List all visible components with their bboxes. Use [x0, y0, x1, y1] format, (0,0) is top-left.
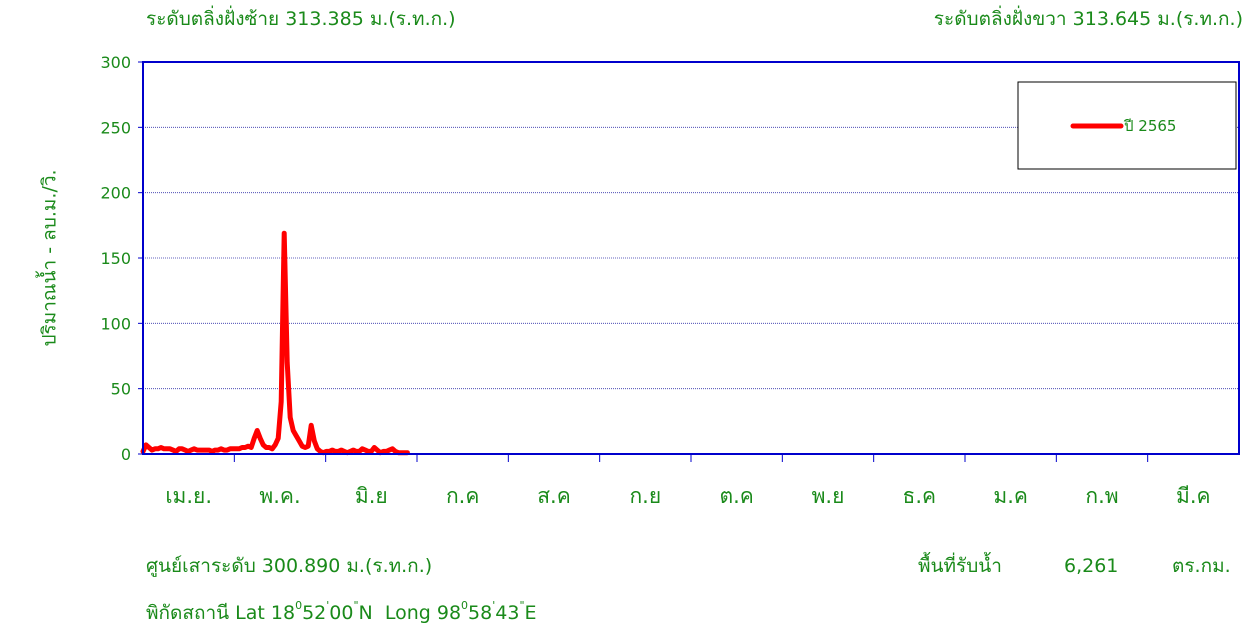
legend-label: ปี 2565: [1123, 117, 1176, 135]
x-axis-ticks: เม.ย. พ.ค. มิ.ย ก.ค ส.ค ก.ย ต.ค พ.ย ธ.ค ม.ค ก.พ มี.…: [165, 454, 1211, 508]
x-tick-label: ส.ค: [537, 484, 571, 508]
coord-lat-sec: 00: [329, 602, 354, 624]
coord-lat-deg: 0: [295, 599, 303, 612]
coord-long-sec: 43: [495, 602, 520, 624]
y-tick-label: 150: [100, 249, 131, 268]
y-axis-ticks: 0 50 100 150 200 250 300: [100, 53, 143, 464]
coord-long-min-mark: ': [492, 599, 496, 612]
y-axis-label: ปริมาณน้ำ - ลบ.ม./วิ.: [36, 169, 61, 346]
coord-long-dir: E: [524, 602, 537, 624]
y-tick-label: 0: [121, 445, 131, 464]
grid-lines: [143, 126, 1239, 390]
series-layer: [140, 230, 410, 456]
plot-frame: [142, 61, 1240, 455]
x-tick-label: ต.ค: [719, 484, 753, 508]
coord-long-min: 58: [468, 602, 493, 624]
x-tick-label: พ.ย: [812, 484, 845, 508]
y-tick-label: 100: [100, 314, 131, 333]
right-bank-level: ระดับตลิ่งฝั่งขวา 313.645 ม.(ร.ท.ก.): [933, 8, 1243, 30]
coord-lat-sec-mark: ": [353, 599, 359, 612]
legend-box: [1017, 81, 1237, 170]
x-tick-label: ก.ย: [629, 484, 661, 508]
series-line: [140, 230, 410, 456]
y-tick-label: 250: [100, 118, 131, 137]
x-tick-label: ก.พ: [1085, 484, 1118, 508]
station-coordinates: พิกัดสถานี Lat 18052'00"N Long 98058'43"…: [146, 600, 537, 623]
coord-long-deg: 0: [461, 599, 469, 612]
y-tick-label: 300: [100, 53, 131, 72]
legend: ปี 2565: [1017, 81, 1237, 170]
catchment-unit: ตร.กม.: [1172, 555, 1231, 577]
coord-long-sec-mark: ": [519, 599, 525, 612]
coord-lat-dir: N: [358, 602, 373, 624]
catchment-label: พื้นที่รับน้ำ: [918, 555, 1002, 577]
coord-lat-min: 52: [302, 602, 327, 624]
x-tick-label: มิ.ย: [355, 484, 388, 508]
x-tick-label: ก.ค: [446, 484, 479, 508]
coord-lat-min-mark: ': [326, 599, 330, 612]
left-bank-level: ระดับตลิ่งฝั่งซ้าย 313.385 ม.(ร.ท.ก.): [146, 8, 456, 30]
y-tick-label: 50: [111, 380, 131, 399]
zero-gauge-level: ศูนย์เสาระดับ 300.890 ม.(ร.ท.ก.): [146, 555, 433, 577]
x-tick-label: ธ.ค: [903, 484, 937, 508]
x-tick-label: มี.ค: [1176, 484, 1211, 508]
x-tick-label: พ.ค.: [259, 484, 300, 508]
coord-long-prefix: Long 98: [384, 602, 462, 624]
x-tick-label: ม.ค: [993, 484, 1028, 508]
coord-lat-prefix: พิกัดสถานี Lat 18: [146, 602, 296, 624]
x-tick-label: เม.ย.: [165, 484, 212, 508]
catchment-value: 6,261: [1064, 555, 1119, 577]
y-tick-label: 200: [100, 184, 131, 203]
